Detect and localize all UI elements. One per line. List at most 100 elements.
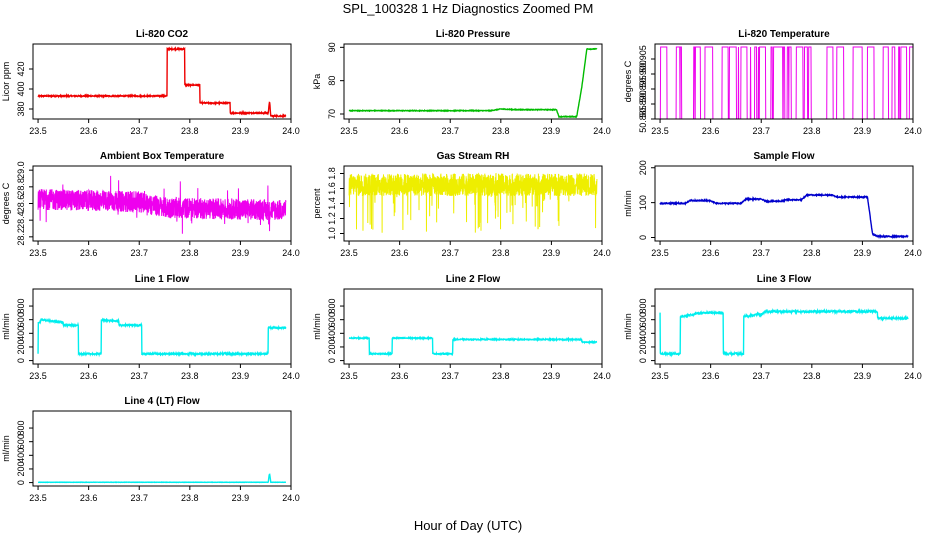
- x-tick-label: 23.8: [492, 248, 510, 258]
- y-tick-label: 400: [16, 448, 26, 463]
- x-tick-label: 23.7: [130, 493, 148, 503]
- x-tick-label: 23.5: [651, 126, 669, 136]
- y-tick-label: 600: [638, 312, 648, 327]
- y-tick-label: 1.6: [327, 182, 337, 195]
- x-tick-label: 23.7: [441, 248, 459, 258]
- y-tick-label: 28.4: [16, 211, 26, 229]
- y-tick-label: 1.4: [327, 197, 337, 210]
- x-tick-label: 23.7: [752, 248, 770, 258]
- x-tick-label: 24.0: [593, 371, 611, 381]
- x-tick-label: 23.6: [80, 493, 98, 503]
- panel-5: Gas Stream RH percent 23.5 23.6 23.7 23.8 23.9…: [312, 151, 611, 258]
- y-tick-label: 200: [16, 461, 26, 476]
- series-line: [659, 307, 909, 358]
- x-tick-label: 23.8: [492, 126, 510, 136]
- x-tick-label: 23.8: [181, 371, 199, 381]
- plot-frame: [343, 288, 603, 365]
- y-tick-label: 28.6: [16, 195, 26, 213]
- x-tick-label: 24.0: [904, 248, 922, 258]
- y-tick-label: 400: [16, 326, 26, 341]
- x-tick-label: 24.0: [593, 126, 611, 136]
- x-tick-label: 23.5: [651, 371, 669, 381]
- panel-title: Li-820 Pressure: [436, 29, 511, 40]
- x-tick-label: 23.9: [232, 493, 250, 503]
- panel-title: Line 1 Flow: [135, 274, 190, 285]
- x-tick-label: 23.7: [752, 126, 770, 136]
- y-tick-label: 0: [638, 358, 648, 363]
- y-tick-label: 90: [327, 42, 337, 52]
- y-tick-label: 200: [638, 160, 648, 175]
- series-line: [37, 473, 286, 484]
- panel-8: Line 2 Flow ml/min 23.5 23.6 23.7 23.8 23.9 24.…: [312, 274, 611, 381]
- series-line: [37, 45, 287, 119]
- y-tick-label: 0: [327, 358, 337, 363]
- y-tick-label: 600: [16, 434, 26, 449]
- x-tick-label: 23.6: [80, 126, 98, 136]
- x-tick-label: 23.5: [29, 371, 47, 381]
- x-tick-label: 23.8: [803, 371, 821, 381]
- y-tick-label: 800: [16, 421, 26, 436]
- plot-frame: [32, 410, 292, 487]
- x-axis-title: Hour of Day (UTC): [413, 518, 523, 533]
- x-tick-label: 23.8: [181, 126, 199, 136]
- x-tick-label: 23.5: [29, 126, 47, 136]
- y-tick-label: 50.885: [638, 105, 648, 133]
- panel-3: Li-820 Temperature degrees C 23.5 23.6 23.7 2…: [623, 29, 922, 136]
- y-axis-label: Licor ppm: [1, 62, 11, 102]
- series-line: [37, 175, 287, 234]
- y-tick-label: 200: [327, 339, 337, 354]
- y-tick-label: 50.890: [638, 90, 648, 118]
- x-tick-label: 23.6: [391, 126, 409, 136]
- panel-title: Gas Stream RH: [437, 151, 510, 162]
- x-tick-label: 24.0: [282, 126, 300, 136]
- x-tick-label: 24.0: [593, 248, 611, 258]
- x-tick-label: 23.6: [702, 248, 720, 258]
- x-tick-label: 23.7: [752, 371, 770, 381]
- panel-2: Li-820 Pressure kPa 23.5 23.6 23.7 23.8 23.9 24…: [312, 29, 611, 136]
- y-tick-label: 380: [16, 101, 26, 116]
- series-line: [348, 172, 598, 233]
- x-tick-label: 23.8: [803, 126, 821, 136]
- x-tick-label: 23.9: [854, 248, 872, 258]
- y-tick-label: 800: [327, 299, 337, 314]
- plot-frame: [654, 288, 914, 365]
- x-tick-label: 23.8: [492, 371, 510, 381]
- x-tick-label: 23.9: [232, 126, 250, 136]
- x-tick-label: 23.7: [441, 126, 459, 136]
- panel-title: Line 4 (LT) Flow: [124, 396, 200, 407]
- x-tick-label: 23.7: [130, 248, 148, 258]
- y-axis-label: percent: [312, 188, 322, 219]
- x-tick-label: 23.7: [441, 371, 459, 381]
- y-axis-label: ml/min: [1, 313, 11, 340]
- y-tick-label: 1.0: [327, 227, 337, 240]
- panel-title: Line 2 Flow: [446, 274, 501, 285]
- x-tick-label: 23.9: [854, 126, 872, 136]
- y-tick-label: 50.905: [638, 45, 648, 73]
- y-tick-label: 600: [16, 312, 26, 327]
- panel-9: Line 3 Flow ml/min 23.5 23.6 23.7 23.8 23.9 24.…: [623, 274, 922, 381]
- y-tick-label: 0: [16, 480, 26, 485]
- x-tick-label: 23.5: [29, 248, 47, 258]
- panel-title: Ambient Box Temperature: [100, 151, 225, 162]
- x-tick-label: 23.6: [702, 371, 720, 381]
- x-tick-label: 23.5: [29, 493, 47, 503]
- panel-title: Sample Flow: [753, 151, 814, 162]
- panel-4: Ambient Box Temperature degrees C 23.5 23.6…: [1, 151, 300, 258]
- plot-frame: [343, 43, 603, 120]
- x-tick-label: 23.9: [232, 248, 250, 258]
- x-tick-label: 23.6: [80, 248, 98, 258]
- y-axis-label: ml/min: [1, 435, 11, 462]
- y-tick-label: 0: [16, 358, 26, 363]
- x-tick-label: 23.8: [803, 248, 821, 258]
- y-tick-label: 28.8: [16, 178, 26, 196]
- y-tick-label: 1.2: [327, 212, 337, 225]
- y-tick-label: 800: [16, 299, 26, 314]
- series-line: [348, 47, 598, 119]
- y-axis-label: degrees C: [623, 60, 633, 102]
- x-tick-label: 23.5: [340, 248, 358, 258]
- panel-title: Line 3 Flow: [757, 274, 812, 285]
- y-tick-label: 200: [16, 339, 26, 354]
- y-tick-label: 400: [16, 81, 26, 96]
